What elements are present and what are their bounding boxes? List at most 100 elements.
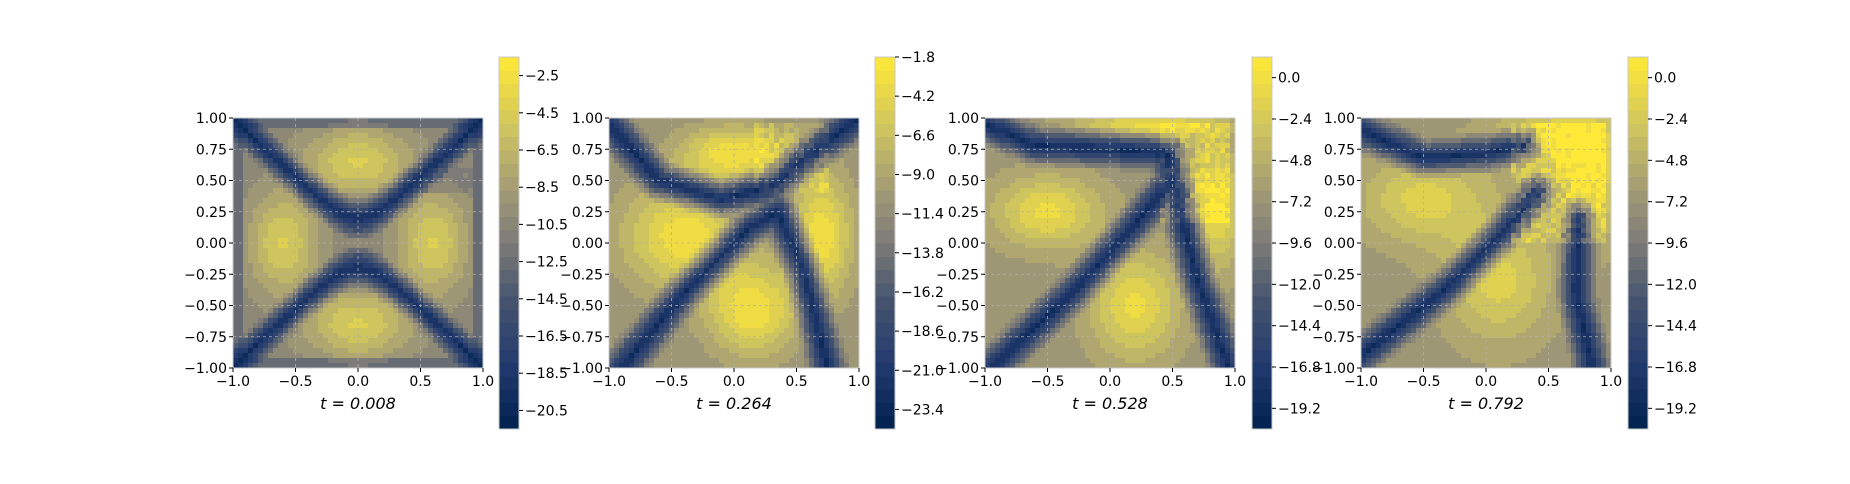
heatmap-cell	[734, 243, 739, 248]
heatmap-cell	[468, 183, 473, 188]
heatmap-cell	[358, 148, 363, 153]
heatmap-cell	[343, 238, 348, 243]
heatmap-cell	[824, 253, 829, 258]
heatmap-cell	[288, 143, 293, 148]
heatmap-cell	[699, 223, 704, 228]
heatmap-cell	[463, 268, 468, 273]
heatmap-cell	[288, 208, 293, 213]
heatmap-cell	[719, 228, 724, 233]
heatmap-cell	[749, 318, 754, 323]
heatmap-cell	[744, 138, 749, 143]
heatmap-cell	[433, 198, 438, 203]
heatmap-cell	[664, 273, 669, 278]
heatmap-cell	[358, 353, 363, 358]
heatmap-cell	[473, 248, 478, 253]
heatmap-cell	[799, 288, 804, 293]
heatmap-cell	[233, 258, 238, 263]
heatmap-cell	[714, 263, 719, 268]
heatmap-cell	[258, 243, 263, 248]
heatmap-cell	[759, 263, 764, 268]
heatmap-cell	[744, 253, 749, 258]
heatmap-cell	[719, 308, 724, 313]
heatmap-cell	[609, 283, 614, 288]
heatmap-cell	[443, 143, 448, 148]
heatmap-cell	[463, 298, 468, 303]
heatmap-cell	[834, 358, 839, 363]
heatmap-cell	[624, 333, 629, 338]
heatmap-cell	[699, 328, 704, 333]
heatmap-cell	[348, 253, 353, 258]
heatmap-cell	[709, 258, 714, 263]
heatmap-cell	[814, 323, 819, 328]
heatmap-cell	[388, 168, 393, 173]
heatmap-cell	[303, 263, 308, 268]
heatmap-cell	[443, 313, 448, 318]
heatmap-cell	[824, 238, 829, 243]
heatmap-cell	[679, 188, 684, 193]
heatmap-cell	[348, 313, 353, 318]
heatmap-cell	[824, 308, 829, 313]
colorbar-tick-label: −20.5	[525, 403, 568, 419]
heatmap-cell	[819, 328, 824, 333]
heatmap-cell	[709, 348, 714, 353]
heatmap-cell	[799, 263, 804, 268]
heatmap-cell	[619, 333, 624, 338]
heatmap-cell	[709, 313, 714, 318]
heatmap-cell	[759, 233, 764, 238]
heatmap-cell	[684, 298, 689, 303]
heatmap-cell	[639, 198, 644, 203]
heatmap-cell	[729, 318, 734, 323]
heatmap-cell	[413, 353, 418, 358]
heatmap-cell	[323, 353, 328, 358]
heatmap-cell	[278, 253, 283, 258]
colorbar-segment	[499, 203, 519, 217]
heatmap-cell	[308, 218, 313, 223]
heatmap-cell	[674, 163, 679, 168]
heatmap-cell	[298, 338, 303, 343]
heatmap-cell	[809, 218, 814, 223]
heatmap-cell	[468, 318, 473, 323]
heatmap-cell	[839, 148, 844, 153]
heatmap-cell	[804, 228, 809, 233]
heatmap-cell	[644, 133, 649, 138]
heatmap-cell	[709, 183, 714, 188]
heatmap-cell	[649, 288, 654, 293]
heatmap-cell	[318, 298, 323, 303]
heatmap-cell	[238, 283, 243, 288]
heatmap-cell	[754, 133, 759, 138]
heatmap-cell	[243, 123, 248, 128]
heatmap-cell	[719, 128, 724, 133]
heatmap-cell	[624, 203, 629, 208]
heatmap-cell	[734, 233, 739, 238]
heatmap-cell	[784, 203, 789, 208]
heatmap-cell	[834, 188, 839, 193]
heatmap-cell	[378, 118, 383, 123]
heatmap-cell	[318, 233, 323, 238]
heatmap-cell	[398, 313, 403, 318]
heatmap-cell	[769, 158, 774, 163]
heatmap-cell	[468, 268, 473, 273]
heatmap-cell	[238, 273, 243, 278]
heatmap-cell	[458, 233, 463, 238]
heatmap-cell	[654, 243, 659, 248]
heatmap-cell	[288, 213, 293, 218]
heatmap-cell	[388, 223, 393, 228]
heatmap-cell	[353, 333, 358, 338]
heatmap-cell	[689, 293, 694, 298]
heatmap-cell	[614, 278, 619, 283]
heatmap-cell	[674, 133, 679, 138]
heatmap-cell	[684, 248, 689, 253]
heatmap-cell	[799, 348, 804, 353]
heatmap-cell	[694, 233, 699, 238]
heatmap-cell	[398, 128, 403, 133]
heatmap-cell	[684, 158, 689, 163]
heatmap-cell	[303, 128, 308, 133]
heatmap-cell	[283, 193, 288, 198]
heatmap-cell	[714, 333, 719, 338]
heatmap-cell	[649, 208, 654, 213]
heatmap-cell	[468, 298, 473, 303]
heatmap-cell	[649, 298, 654, 303]
heatmap-cell	[408, 283, 413, 288]
heatmap-cell	[343, 318, 348, 323]
heatmap-cell	[328, 298, 333, 303]
